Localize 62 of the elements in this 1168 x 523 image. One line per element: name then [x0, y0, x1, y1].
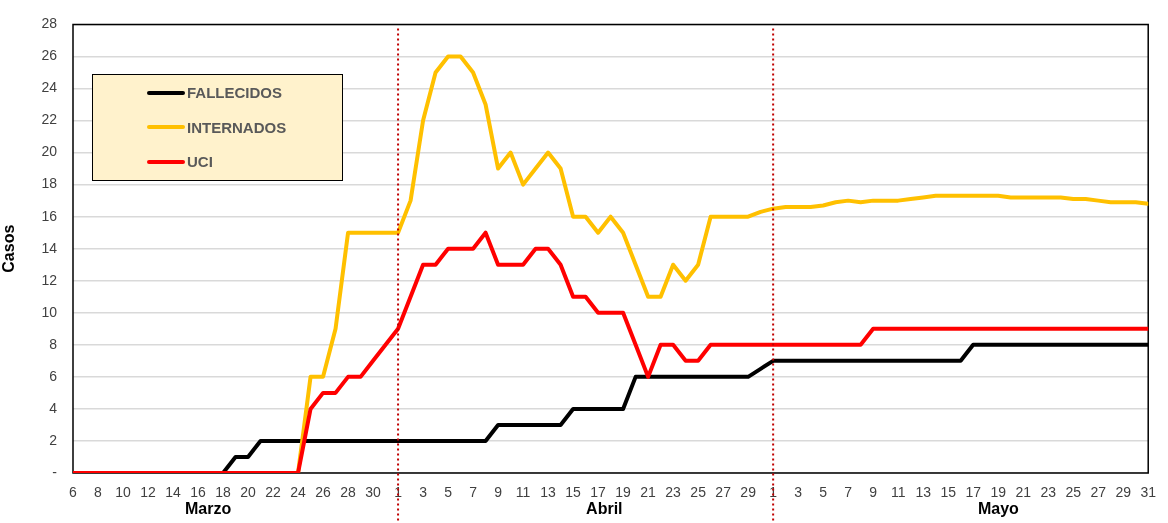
x-tick-label: 12 [140, 484, 157, 501]
x-tick-label: 7 [469, 484, 478, 501]
y-tick-label: 10 [41, 303, 58, 320]
x-tick-label: 7 [844, 484, 853, 501]
x-tick-label: 27 [715, 484, 732, 501]
x-tick-label: 14 [165, 484, 182, 501]
x-tick-label: 29 [740, 484, 757, 501]
y-tick-label: 22 [41, 111, 58, 128]
x-tick-label: 11 [890, 484, 906, 501]
x-tick-label: 23 [665, 484, 682, 501]
x-tick-label: 25 [1065, 484, 1082, 501]
y-tick-label: 24 [41, 79, 58, 96]
x-tick-label: 10 [115, 484, 132, 501]
x-tick-label: 17 [965, 484, 982, 501]
x-tick-label: 6 [69, 484, 78, 501]
y-tick-label: 28 [41, 15, 58, 32]
x-tick-label: 30 [365, 484, 382, 501]
x-tick-label: 28 [340, 484, 357, 501]
legend-label: INTERNADOS [187, 118, 287, 136]
x-tick-label: 18 [215, 484, 232, 501]
x-tick-label: 8 [94, 484, 103, 501]
x-tick-label: 21 [1015, 484, 1032, 501]
x-tick-label: 20 [240, 484, 257, 501]
x-tick-label: 19 [990, 484, 1007, 501]
x-tick-label: 21 [640, 484, 657, 501]
x-tick-label: 3 [419, 484, 428, 501]
x-tick-label: 29 [1115, 484, 1132, 501]
x-tick-label: 13 [915, 484, 932, 501]
y-tick-label: 6 [49, 367, 58, 384]
y-tick-label: 4 [49, 399, 58, 416]
y-axis-title: Casos [0, 224, 18, 273]
y-tick-label: 18 [41, 175, 58, 192]
x-tick-label: 24 [290, 484, 307, 501]
y-tick-label: 14 [41, 239, 58, 256]
x-tick-label: 25 [690, 484, 707, 501]
x-tick-label: 5 [819, 484, 828, 501]
y-tick-label: 12 [41, 271, 58, 288]
x-tick-label: 27 [1090, 484, 1107, 501]
y-tick-label: 2 [49, 431, 58, 448]
x-tick-label: 22 [265, 484, 282, 501]
x-tick-label: 16 [190, 484, 207, 501]
y-tick-label: 20 [41, 143, 58, 160]
y-tick-label: - [52, 463, 58, 480]
y-tick-label: 26 [41, 47, 58, 64]
y-tick-label: 8 [49, 335, 58, 352]
x-tick-label: 13 [540, 484, 557, 501]
x-tick-label: 23 [1040, 484, 1057, 501]
x-tick-label: 15 [565, 484, 582, 501]
x-tick-label: 5 [444, 484, 453, 501]
x-tick-label: 9 [494, 484, 503, 501]
y-tick-label: 16 [41, 207, 58, 224]
x-tick-label: 15 [940, 484, 957, 501]
legend-label: FALLECIDOS [187, 84, 283, 102]
x-tick-label: 17 [590, 484, 607, 501]
x-tick-label: 31 [1140, 484, 1157, 501]
x-tick-label: 26 [315, 484, 332, 501]
x-tick-label: 3 [794, 484, 803, 501]
x-tick-label: 9 [869, 484, 878, 501]
legend-label: UCI [187, 153, 213, 171]
x-axis-title: Marzo Abril Mayo [185, 500, 1019, 518]
x-tick-label: 11 [515, 484, 531, 501]
x-tick-label: 19 [615, 484, 632, 501]
